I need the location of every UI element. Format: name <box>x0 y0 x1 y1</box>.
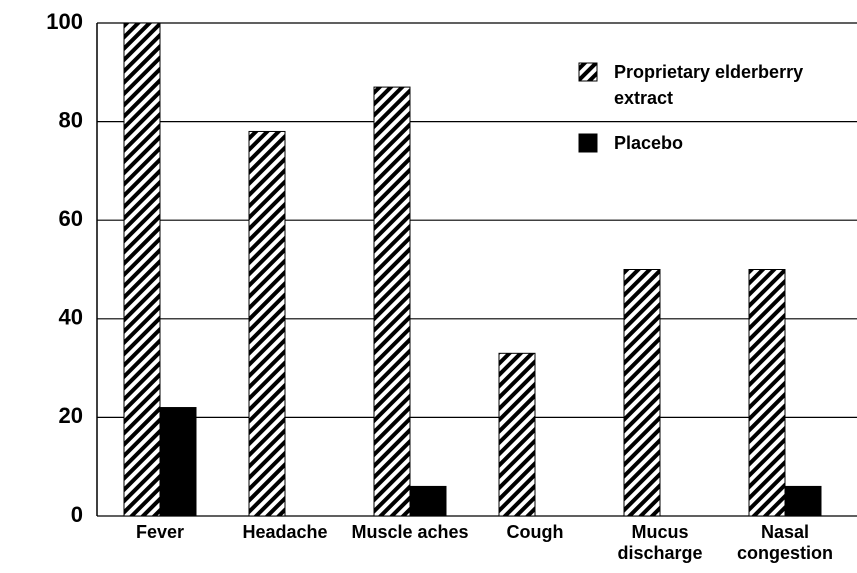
bar <box>123 22 161 517</box>
x-tick-label: Headache <box>242 522 328 542</box>
x-tick-label: Mucus discharge <box>617 522 703 563</box>
y-tick-label: 40 <box>59 305 83 330</box>
y-tick-label: 0 <box>71 502 83 527</box>
bar <box>748 269 786 517</box>
legend-swatch <box>578 133 598 153</box>
y-tick-label: 60 <box>59 206 83 231</box>
x-tick-label: Fever <box>135 522 185 542</box>
legend-label: Placebo <box>614 133 684 153</box>
bar <box>409 485 447 517</box>
legend-label: Proprietary elderberry extract <box>614 62 804 108</box>
y-tick-label: 80 <box>59 107 83 132</box>
bar <box>248 130 286 517</box>
bar <box>159 407 197 517</box>
bar <box>784 485 822 517</box>
y-tick-label: 20 <box>59 403 83 428</box>
x-tick-label: Nasal congestion <box>736 522 833 563</box>
x-tick-label: Cough <box>506 522 564 542</box>
bar <box>498 352 536 517</box>
bar <box>623 269 661 517</box>
x-tick-label: Muscle aches <box>351 522 469 542</box>
legend-swatch <box>578 62 598 82</box>
bar <box>373 86 411 517</box>
y-tick-label: 100 <box>46 9 83 34</box>
